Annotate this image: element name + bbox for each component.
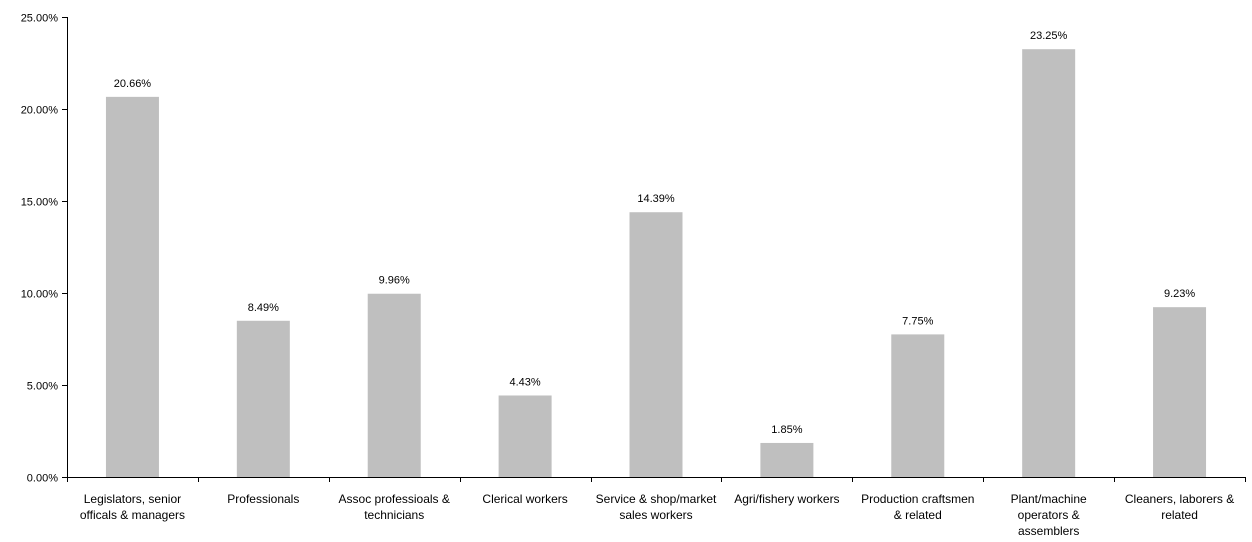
bar bbox=[629, 212, 683, 477]
x-tick-label: & related bbox=[894, 508, 942, 522]
x-tick-label: Professionals bbox=[227, 492, 299, 506]
y-tick-label: 20.00% bbox=[21, 105, 59, 117]
bar bbox=[1022, 49, 1076, 477]
x-tick-label: assemblers bbox=[1018, 524, 1079, 538]
bar bbox=[367, 293, 421, 477]
data-label: 1.85% bbox=[771, 424, 802, 436]
x-tick-label: Clerical workers bbox=[482, 492, 567, 506]
x-tick-label: technicians bbox=[364, 508, 424, 522]
bar bbox=[891, 334, 945, 477]
x-tick-label: Production craftsmen bbox=[861, 492, 974, 506]
x-tick-label: Cleaners, laborers & bbox=[1125, 492, 1234, 506]
data-label: 9.23% bbox=[1164, 288, 1195, 300]
data-label: 7.75% bbox=[902, 315, 933, 327]
data-label: 23.25% bbox=[1030, 30, 1068, 42]
x-tick-label: Agri/fishery workers bbox=[734, 492, 839, 506]
x-tick-label: Service & shop/market bbox=[596, 492, 717, 506]
x-tick-label: sales workers bbox=[619, 508, 692, 522]
y-tick-label: 5.00% bbox=[27, 381, 58, 393]
y-tick-label: 10.00% bbox=[21, 289, 59, 301]
x-axis bbox=[67, 477, 1246, 482]
x-tick-label: related bbox=[1161, 508, 1198, 522]
y-tick-label: 0.00% bbox=[27, 473, 58, 485]
data-label: 8.49% bbox=[248, 302, 279, 314]
data-label: 4.43% bbox=[510, 376, 541, 388]
x-tick-label: Legislators, senior bbox=[84, 492, 181, 506]
y-tick-label: 15.00% bbox=[21, 197, 59, 209]
x-tick-label: officals & managers bbox=[80, 508, 185, 522]
data-labels: 20.66% 8.49% 9.96% 4.43% 14.39% 1.85% 7.75% 23.… bbox=[114, 30, 1196, 436]
data-label: 9.96% bbox=[379, 275, 410, 287]
bar bbox=[760, 442, 814, 477]
data-label: 14.39% bbox=[637, 193, 675, 205]
bar bbox=[236, 320, 290, 477]
bars bbox=[105, 49, 1207, 477]
x-tick-label: operators & bbox=[1018, 508, 1080, 522]
data-label: 20.66% bbox=[114, 78, 152, 90]
x-tick-label: Assoc professioals & bbox=[339, 492, 450, 506]
category-labels: Legislators, senior officals & managers Pr… bbox=[80, 492, 1234, 538]
bar bbox=[498, 395, 552, 477]
bar bbox=[1153, 307, 1207, 477]
x-tick-label: Plant/machine bbox=[1011, 492, 1087, 506]
y-axis: 0.00% 5.00% 10.00% 15.00% 20.00% 25.00% bbox=[21, 13, 68, 485]
y-tick-label: 25.00% bbox=[21, 13, 59, 25]
bar bbox=[105, 96, 159, 477]
